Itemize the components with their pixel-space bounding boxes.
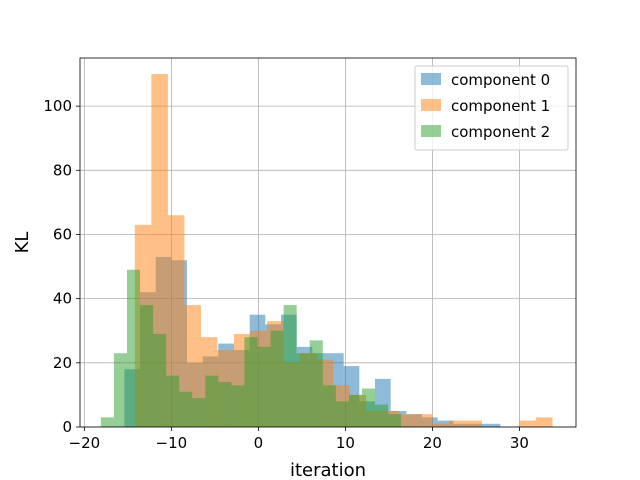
legend: component 0 component 1 component 2 [414,65,569,151]
bar-series-2-bin-12 [257,346,271,427]
bar-series-2-bin-2 [126,269,141,427]
bar-series-2-bin-19 [348,394,362,427]
bar-series-2-bin-21 [374,404,389,427]
bar-series-2-bin-6 [179,391,193,427]
y-tick-label-0: 0 [62,418,72,436]
legend-frame [414,65,569,151]
bar-series-2-bin-4 [153,333,167,427]
ticks: −20 −10 0 10 20 30 0 20 40 60 80 100 [43,97,529,452]
legend-swatch-0 [421,73,441,85]
bars [100,74,553,427]
legend-swatch-2 [421,125,441,137]
bar-series-0-bin-23 [484,423,501,427]
legend-label-1: component 1 [451,97,550,115]
legend-label-0: component 0 [451,71,550,89]
x-axis-title: iteration [290,460,366,480]
x-tick-label-5: 30 [510,434,529,452]
bar-series-1-bin-18 [432,423,449,427]
y-tick-label-3: 60 [53,225,72,243]
bar-series-2-bin-14 [283,305,297,427]
y-tick-label-5: 100 [43,97,72,115]
bar-series-2-bin-3 [140,305,154,427]
bar-series-2-bin-20 [361,388,375,427]
plot-frame [79,57,577,428]
bar-series-2-bin-8 [205,375,219,427]
bar-series-2-bin-9 [218,382,232,427]
bar-series-1-bin-21 [519,420,536,427]
bar-series-2-bin-22 [388,414,402,427]
legend-swatch-1 [421,99,441,111]
x-tick-label-4: 20 [423,434,442,452]
x-tick-label-0: −20 [69,434,101,452]
y-tick-label-1: 20 [53,354,72,372]
bar-series-1-bin-20 [465,420,483,427]
bar-series-2-bin-0 [100,417,114,427]
bar-series-2-bin-17 [322,385,336,427]
bar-series-2-bin-7 [192,398,206,427]
bar-series-1-bin-2 [167,215,185,427]
x-tick-label-1: −10 [156,434,188,452]
bar-series-1-bin-22 [535,417,553,427]
y-axis-title: KL [12,232,33,254]
x-tick-label-2: 0 [254,434,264,452]
y-tick-label-2: 40 [53,290,72,308]
bar-series-2-bin-18 [335,401,349,427]
bar-series-2-bin-16 [309,340,323,427]
bar-series-1-bin-19 [448,420,466,427]
legend-label-2: component 2 [451,123,550,141]
x-tick-label-3: 10 [336,434,355,452]
bar-series-1-bin-17 [415,414,433,427]
bar-series-2-bin-1 [113,353,127,427]
bar-series-2-bin-13 [270,330,284,427]
bar-series-2-bin-11 [244,337,258,427]
y-tick-label-4: 80 [53,161,72,179]
bar-series-2-bin-15 [296,353,310,427]
bar-series-2-bin-10 [231,385,245,427]
bar-series-2-bin-5 [166,375,180,427]
bar-series-1-bin-16 [399,414,416,427]
